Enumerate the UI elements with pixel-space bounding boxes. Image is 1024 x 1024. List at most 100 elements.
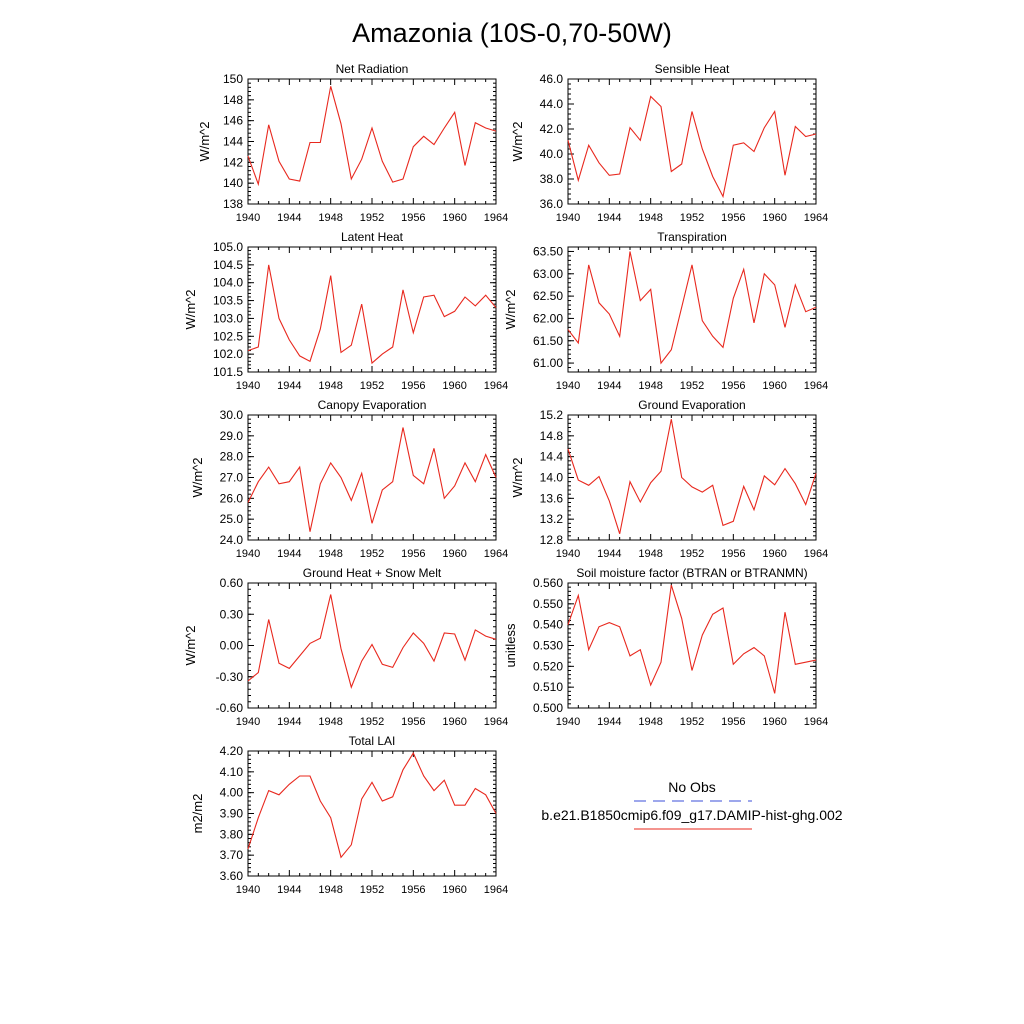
panel-9: Total LAI 1940 1944 1948 1952 1956 1960 1964 3.6… (190, 734, 508, 896)
y-tick-label: 146 (223, 114, 243, 128)
x-tick-label: 1952 (360, 548, 384, 560)
x-tick-label: 1940 (556, 716, 580, 728)
y-axis-label: W/m^2 (503, 289, 518, 329)
x-tick-label: 1964 (804, 212, 828, 224)
panel-2: Sensible Heat 1940 1944 1948 1952 1956 1960 196… (510, 62, 828, 224)
x-tick-label: 1964 (484, 380, 508, 392)
y-tick-label: 0.60 (220, 576, 244, 590)
y-tick-label: 62.00 (533, 311, 563, 325)
x-tick-label: 1960 (442, 380, 466, 392)
panel-3: Latent Heat 1940 1944 1948 1952 1956 1960 1964 1… (183, 230, 508, 392)
legend-model-label: b.e21.B1850cmip6.f09_g17.DAMIP-hist-ghg.… (541, 807, 842, 823)
x-tick-label: 1956 (721, 380, 745, 392)
legend-obs-label: No Obs (668, 779, 715, 795)
y-tick-label: 3.70 (220, 848, 244, 862)
series-line (567, 95, 817, 199)
y-tick-label: -0.30 (216, 670, 244, 684)
x-tick-label: 1948 (318, 212, 342, 224)
y-tick-label: 46.0 (540, 72, 564, 86)
x-tick-label: 1948 (318, 548, 342, 560)
x-tick-label: 1964 (804, 716, 828, 728)
panel-4: Transpiration 1940 1944 1948 1952 1956 1960 196… (503, 230, 828, 392)
panel-title: Transpiration (657, 230, 727, 244)
x-tick-label: 1964 (804, 380, 828, 392)
x-tick-label: 1960 (762, 212, 786, 224)
series-line (247, 264, 497, 365)
y-tick-label: 38.0 (540, 172, 564, 186)
y-tick-label: 4.20 (220, 744, 244, 758)
x-tick-label: 1940 (236, 884, 260, 896)
y-tick-label: 25.0 (220, 512, 244, 526)
y-axis-label: W/m^2 (190, 457, 205, 497)
x-tick-label: 1960 (762, 548, 786, 560)
y-tick-label: 3.90 (220, 807, 244, 821)
panel-title: Total LAI (349, 734, 396, 748)
panel-title: Sensible Heat (655, 62, 730, 76)
x-tick-label: 1948 (638, 548, 662, 560)
panel-8: Soil moisture factor (BTRAN or BTRANMN) 1… (503, 566, 828, 728)
x-tick-label: 1960 (762, 716, 786, 728)
x-tick-label: 1960 (442, 548, 466, 560)
y-tick-label: 144 (223, 135, 243, 149)
y-tick-label: 138 (223, 197, 243, 211)
y-tick-label: 61.00 (533, 356, 563, 370)
y-tick-label: 148 (223, 93, 243, 107)
x-tick-label: 1940 (556, 548, 580, 560)
x-tick-label: 1944 (597, 716, 621, 728)
plot-frame (247, 750, 497, 877)
x-tick-label: 1948 (318, 716, 342, 728)
x-tick-label: 1952 (680, 548, 704, 560)
y-tick-label: 13.6 (540, 491, 564, 505)
plot-frame (247, 78, 497, 205)
x-tick-label: 1940 (236, 380, 260, 392)
series-line (247, 594, 497, 689)
x-tick-label: 1944 (277, 212, 301, 224)
series-line (567, 251, 817, 365)
x-tick-label: 1952 (680, 212, 704, 224)
y-tick-label: 102.0 (213, 347, 243, 361)
panel-title: Soil moisture factor (BTRAN or BTRANMN) (576, 566, 807, 580)
panel-7: Ground Heat + Snow Melt 1940 1944 1948 1952 1… (183, 566, 508, 728)
legend: No Obs b.e21.B1850cmip6.f09_g17.DAMIP-hi… (541, 779, 843, 830)
y-tick-label: 142 (223, 155, 243, 169)
x-tick-label: 1952 (680, 380, 704, 392)
y-tick-label: 4.00 (220, 786, 244, 800)
x-tick-label: 1952 (360, 884, 384, 896)
x-tick-label: 1960 (442, 716, 466, 728)
y-tick-label: 63.50 (533, 244, 563, 258)
y-axis-label: m2/m2 (190, 794, 205, 834)
y-tick-label: 0.500 (533, 701, 563, 715)
y-tick-label: 0.510 (533, 680, 563, 694)
panel-5: Canopy Evaporation 1940 1944 1948 1952 1956 19… (190, 398, 508, 560)
y-tick-label: 44.0 (540, 97, 564, 111)
plot-frame (247, 246, 497, 373)
x-tick-label: 1940 (556, 212, 580, 224)
x-tick-label: 1944 (277, 884, 301, 896)
x-tick-label: 1952 (680, 716, 704, 728)
y-tick-label: 103.5 (213, 294, 243, 308)
y-tick-label: 14.0 (540, 471, 564, 485)
x-tick-label: 1956 (721, 548, 745, 560)
x-tick-label: 1944 (597, 212, 621, 224)
series-line (247, 86, 497, 187)
panel-title: Ground Evaporation (638, 398, 745, 412)
x-tick-label: 1960 (442, 212, 466, 224)
x-tick-label: 1964 (484, 884, 508, 896)
x-tick-label: 1956 (401, 380, 425, 392)
y-tick-label: 3.60 (220, 869, 244, 883)
panel-title: Canopy Evaporation (318, 398, 427, 412)
x-tick-label: 1956 (401, 884, 425, 896)
y-axis-label: W/m^2 (183, 289, 198, 329)
y-tick-label: 101.5 (213, 365, 243, 379)
y-tick-label: 3.80 (220, 827, 244, 841)
x-tick-label: 1948 (638, 716, 662, 728)
y-tick-label: 13.2 (540, 512, 564, 526)
figure-title: Amazonia (10S-0,70-50W) (352, 18, 672, 48)
y-tick-label: 42.0 (540, 122, 564, 136)
y-tick-label: 15.2 (540, 408, 564, 422)
x-tick-label: 1940 (556, 380, 580, 392)
y-tick-label: 103.0 (213, 311, 243, 325)
x-tick-label: 1956 (721, 212, 745, 224)
x-tick-label: 1964 (804, 548, 828, 560)
